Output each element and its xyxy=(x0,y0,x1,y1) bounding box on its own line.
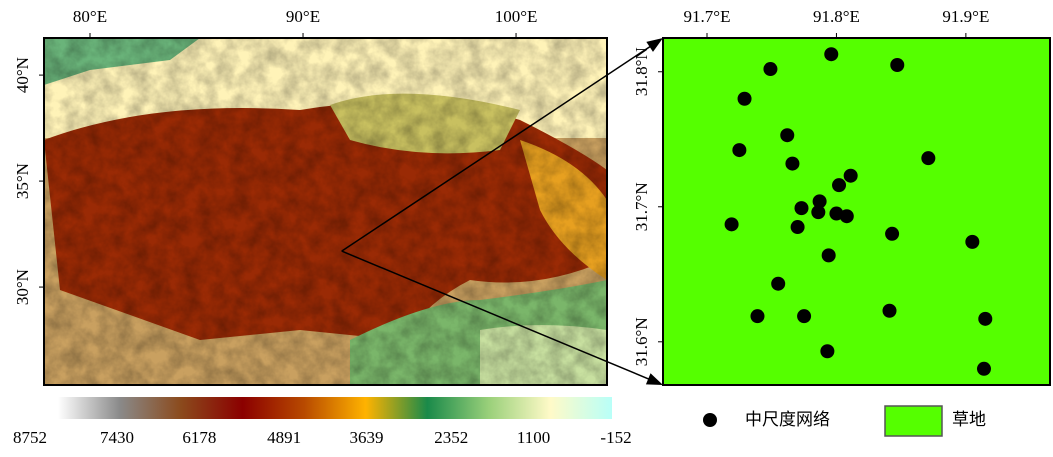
site xyxy=(890,58,904,72)
lon-tick-label: 80°E xyxy=(73,7,107,26)
site xyxy=(885,227,899,241)
figure: 中尺度网络 草地 80°E 90°E 100°E 40°N 35°N 30°N 91.7°E… xyxy=(0,0,1053,452)
site xyxy=(780,128,794,142)
legend-marker xyxy=(703,413,717,427)
site xyxy=(883,304,897,318)
arrow-head xyxy=(646,373,663,385)
site xyxy=(921,151,935,165)
site xyxy=(811,205,825,219)
legend-label: 中尺度网络 xyxy=(745,410,830,429)
lat-tick-label: 30°N xyxy=(13,269,32,305)
lon-tick-label: 91.7°E xyxy=(684,7,731,26)
site xyxy=(725,217,739,231)
site xyxy=(738,92,752,106)
site xyxy=(965,235,979,249)
site xyxy=(763,62,777,76)
colorbar xyxy=(58,397,612,419)
site xyxy=(732,143,746,157)
lon-tick-label: 91.9°E xyxy=(942,7,989,26)
site xyxy=(820,344,834,358)
site xyxy=(824,47,838,61)
lat-tick-label: 40°N xyxy=(13,57,32,93)
lat-tick-label: 31.6°N xyxy=(632,317,651,366)
colorbar-tick-label: 3639 xyxy=(350,428,384,447)
site xyxy=(797,309,811,323)
colorbar-tick-label: 4891 xyxy=(267,428,301,447)
site xyxy=(840,209,854,223)
lat-tick-label: 31.7°N xyxy=(632,182,651,231)
site xyxy=(791,220,805,234)
site xyxy=(785,157,799,171)
colorbar-tick-label: -152 xyxy=(600,428,631,447)
site xyxy=(750,309,764,323)
site xyxy=(794,201,808,215)
colorbar-tick-label: 6178 xyxy=(182,428,216,447)
site xyxy=(977,362,991,376)
legend-label: 草地 xyxy=(952,410,986,429)
right-frame xyxy=(663,38,1050,385)
lon-tick-label: 100°E xyxy=(495,7,538,26)
lon-tick-label: 90°E xyxy=(286,7,320,26)
colorbar-tick-label: 1100 xyxy=(517,428,550,447)
lat-tick-label: 35°N xyxy=(13,163,32,199)
site xyxy=(822,248,836,262)
site xyxy=(832,178,846,192)
colorbar-tick-label: 2352 xyxy=(434,428,468,447)
lat-tick-label: 31.8°N xyxy=(632,47,651,96)
site xyxy=(978,312,992,326)
colorbar-tick-label: 7430 xyxy=(100,428,134,447)
site xyxy=(844,169,858,183)
site xyxy=(771,277,785,291)
colorbar-tick-label: 8752 xyxy=(13,428,47,447)
legend-swatch xyxy=(885,406,942,436)
lon-tick-label: 91.8°E xyxy=(813,7,860,26)
terrain xyxy=(44,38,607,385)
